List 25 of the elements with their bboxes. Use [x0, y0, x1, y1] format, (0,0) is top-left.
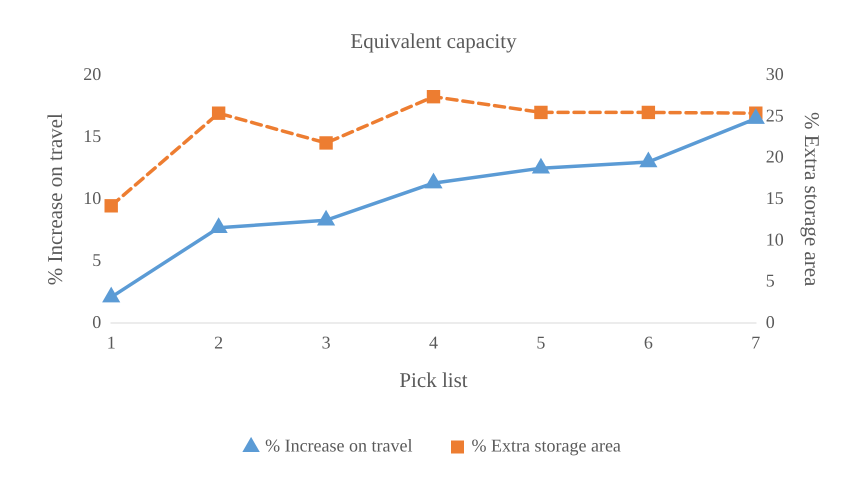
x-axis-title: Pick list: [399, 368, 468, 392]
y2-tick-label: 30: [766, 64, 784, 84]
y-tick-label: 20: [83, 64, 102, 84]
y2-tick-label: 25: [766, 105, 784, 126]
x-tick-label: 6: [644, 332, 653, 353]
y2-tick-label: 10: [766, 229, 784, 250]
y2-axis-title: % Extra storage area: [800, 112, 824, 288]
y-axis-title: % Increase on travel: [43, 113, 68, 286]
legend-label: % Extra storage area: [472, 436, 621, 456]
x-tick-label: 5: [536, 332, 546, 353]
chart-title: Equivalent capacity: [350, 29, 518, 54]
y-tick-label: 15: [83, 126, 102, 146]
x-tick-label: 1: [106, 332, 116, 353]
y-tick-label: 5: [92, 250, 102, 270]
x-tick-label: 7: [751, 332, 760, 353]
y2-tick-label: 5: [766, 270, 775, 291]
y2-tick-label: 20: [766, 146, 784, 167]
y2-tick-label: 15: [766, 188, 784, 208]
y-tick-label: 10: [83, 188, 102, 208]
x-tick-label: 3: [322, 332, 331, 353]
x-tick-label: 2: [214, 332, 224, 353]
legend-label: % Increase on travel: [265, 436, 413, 456]
x-tick-label: 4: [429, 332, 438, 353]
y2-tick-label: 0: [766, 312, 775, 332]
y-tick-label: 0: [92, 312, 102, 332]
